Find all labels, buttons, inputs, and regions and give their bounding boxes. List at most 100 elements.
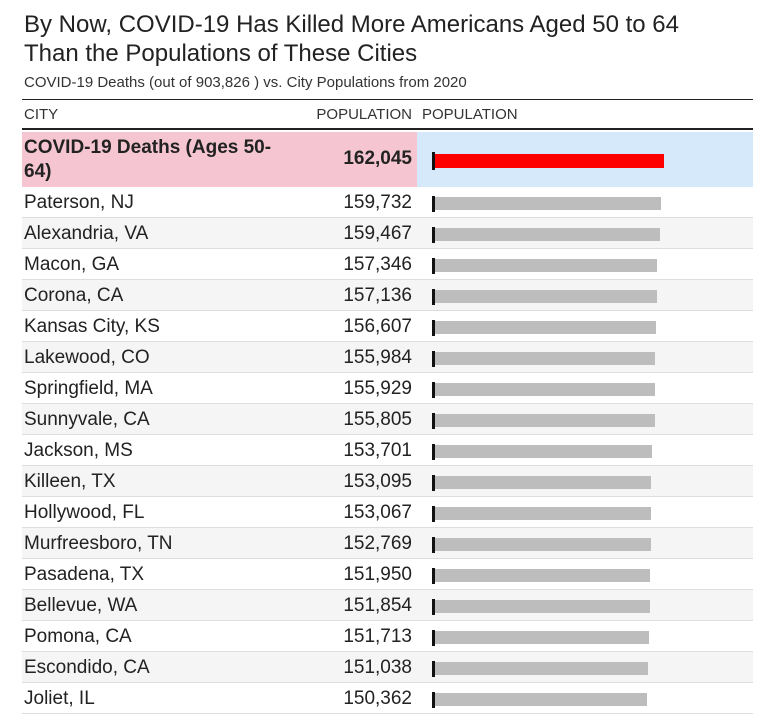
bar-cell	[417, 249, 753, 279]
bar-cell	[417, 187, 753, 217]
table-row: Sunnyvale, CA 155,805	[22, 404, 753, 435]
bar-cell	[417, 311, 753, 341]
population-bar	[435, 662, 649, 675]
table-row: Pasadena, TX 151,950	[22, 559, 753, 590]
city-name: Escondido, CA	[24, 657, 150, 678]
bar-baseline	[432, 351, 435, 367]
city-population: 150,362	[343, 688, 412, 709]
city-population: 157,136	[343, 285, 412, 306]
highlight-label-cell	[22, 132, 417, 187]
bar-baseline	[432, 506, 435, 522]
table-row: Alexandria, VA 159,467	[22, 218, 753, 249]
population-bar	[435, 259, 658, 272]
bar-cell	[417, 466, 753, 496]
city-population: 151,854	[343, 595, 412, 616]
city-name: Pomona, CA	[24, 626, 132, 647]
bar-baseline	[432, 289, 435, 305]
city-name: Lakewood, CO	[24, 347, 150, 368]
header-population: POPULATION	[316, 106, 412, 123]
city-population: 151,950	[343, 564, 412, 585]
city-population: 155,984	[343, 347, 412, 368]
highlight-bar-cell	[417, 132, 753, 187]
table-body: COVID-19 Deaths (Ages 50-64) 162,045 Pat…	[22, 132, 753, 714]
bar-baseline	[432, 196, 435, 212]
title-line-1: By Now, COVID-19 Has Killed More America…	[24, 11, 679, 38]
city-name: Kansas City, KS	[24, 316, 160, 337]
city-population: 155,929	[343, 378, 412, 399]
table-row: Escondido, CA 151,038	[22, 652, 753, 683]
bar-baseline	[432, 692, 435, 708]
highlight-value: 162,045	[343, 148, 412, 169]
city-population: 157,346	[343, 254, 412, 275]
bar-baseline	[432, 444, 435, 460]
city-population: 153,095	[343, 471, 412, 492]
bar-cell	[417, 621, 753, 651]
highlight-label: COVID-19 Deaths (Ages 50-64)	[24, 137, 272, 182]
city-population: 153,067	[343, 502, 412, 523]
population-bar	[435, 569, 650, 582]
title-line-2: Than the Populations of These Cities	[24, 40, 418, 67]
population-bar	[435, 414, 656, 427]
bar-baseline	[432, 413, 435, 429]
table-row: Hollywood, FL 153,067	[22, 497, 753, 528]
city-population: 151,038	[343, 657, 412, 678]
city-name: Joliet, IL	[24, 688, 95, 709]
bar-baseline	[432, 537, 435, 553]
city-population: 155,805	[343, 409, 412, 430]
table-header: CITY POPULATION POPULATION	[22, 99, 753, 130]
city-population: 159,732	[343, 192, 412, 213]
city-name: Alexandria, VA	[24, 223, 149, 244]
bar-cell	[417, 652, 753, 682]
bar-cell	[417, 373, 753, 403]
bar-cell	[417, 590, 753, 620]
table-row: Corona, CA 157,136	[22, 280, 753, 311]
city-name: Corona, CA	[24, 285, 124, 306]
city-name: Macon, GA	[24, 254, 120, 275]
table-row: Murfreesboro, TN 152,769	[22, 528, 753, 559]
table-row: Killeen, TX 153,095	[22, 466, 753, 497]
population-bar	[435, 445, 653, 458]
city-name: Paterson, NJ	[24, 192, 134, 213]
city-name: Killeen, TX	[24, 471, 116, 492]
header-population-bar: POPULATION	[422, 106, 518, 123]
city-name: Hollywood, FL	[24, 502, 145, 523]
population-bar	[435, 321, 657, 334]
chart-container: By Now, COVID-19 Has Killed More America…	[22, 0, 753, 714]
city-name: Bellevue, WA	[24, 595, 138, 616]
city-name: Murfreesboro, TN	[24, 533, 173, 554]
header-city: CITY	[24, 106, 59, 123]
table-row: Pomona, CA 151,713	[22, 621, 753, 652]
bar-cell	[417, 404, 753, 434]
city-name: Springfield, MA	[24, 378, 153, 399]
bar-cell	[417, 497, 753, 527]
population-bar	[435, 600, 650, 613]
population-bar	[435, 476, 652, 489]
city-name: Pasadena, TX	[24, 564, 145, 585]
population-bar	[435, 538, 651, 551]
highlight-row: COVID-19 Deaths (Ages 50-64) 162,045	[22, 132, 753, 187]
city-population: 151,713	[343, 626, 412, 647]
population-bar	[435, 383, 656, 396]
city-population: 156,607	[343, 316, 412, 337]
bar-baseline	[432, 568, 435, 584]
bar-baseline	[432, 258, 435, 274]
chart-title: By Now, COVID-19 Has Killed More America…	[24, 10, 753, 68]
bar-baseline	[432, 599, 435, 615]
highlight-bar	[435, 154, 664, 168]
chart-subtitle: COVID-19 Deaths (out of 903,826 ) vs. Ci…	[24, 74, 467, 91]
population-bar	[435, 507, 652, 520]
bar-cell	[417, 342, 753, 372]
bar-baseline	[432, 382, 435, 398]
bar-cell	[417, 218, 753, 248]
bar-baseline	[432, 320, 435, 336]
table-row: Springfield, MA 155,929	[22, 373, 753, 404]
bar-cell	[417, 280, 753, 310]
city-name: Sunnyvale, CA	[24, 409, 150, 430]
city-population: 152,769	[343, 533, 412, 554]
bar-baseline	[432, 630, 435, 646]
population-bar	[435, 228, 661, 241]
table-row: Paterson, NJ 159,732	[22, 187, 753, 218]
table-row: Jackson, MS 153,701	[22, 435, 753, 466]
city-name: Jackson, MS	[24, 440, 133, 461]
bar-cell	[417, 528, 753, 558]
